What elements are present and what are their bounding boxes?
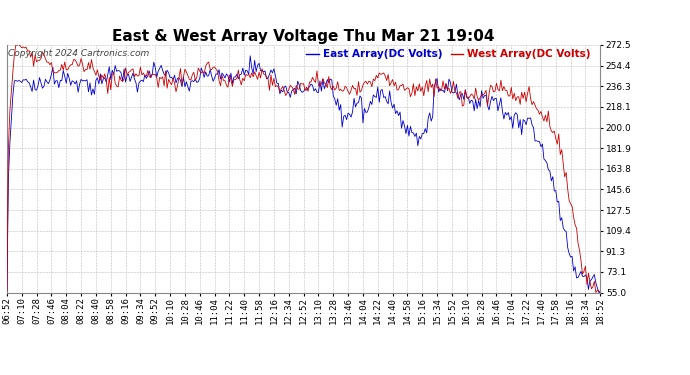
Title: East & West Array Voltage Thu Mar 21 19:04: East & West Array Voltage Thu Mar 21 19:…	[112, 29, 495, 44]
Legend: East Array(DC Volts), West Array(DC Volts): East Array(DC Volts), West Array(DC Volt…	[302, 45, 595, 64]
Text: Copyright 2024 Cartronics.com: Copyright 2024 Cartronics.com	[8, 49, 149, 58]
